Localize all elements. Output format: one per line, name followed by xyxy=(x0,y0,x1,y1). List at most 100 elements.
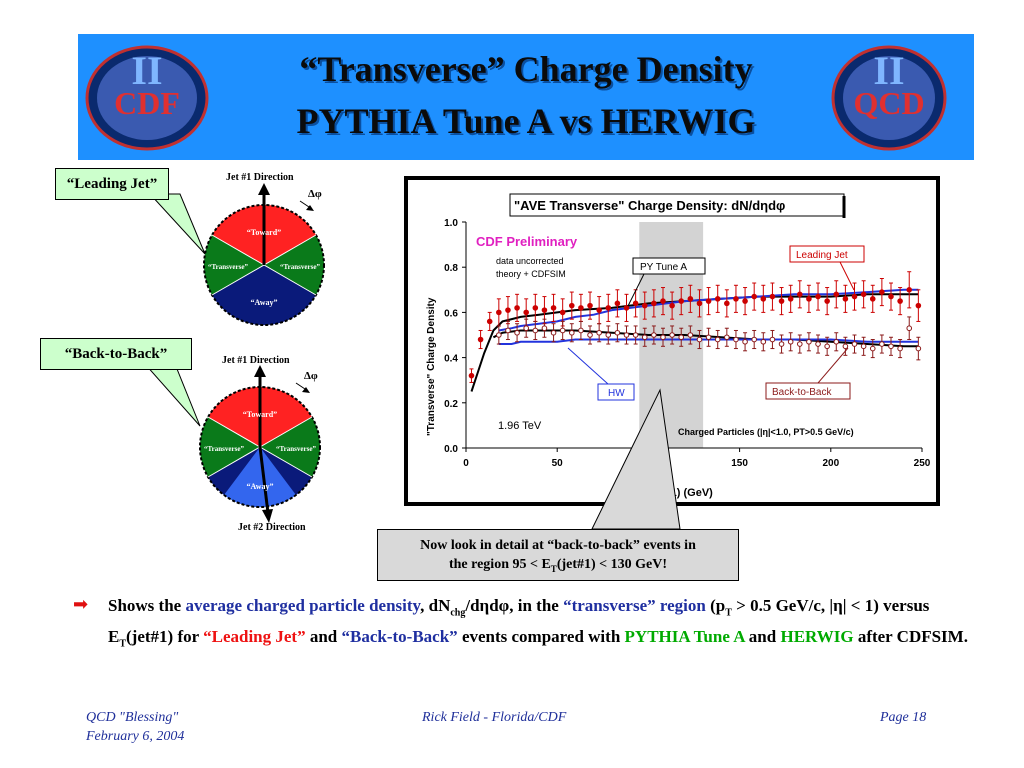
away-highlight-b2b xyxy=(224,447,296,507)
y-tick-label: 0.4 xyxy=(444,354,458,365)
leading-jet-point xyxy=(742,298,748,304)
roman-numeral-left: II xyxy=(131,48,162,93)
roman-numeral-right: II xyxy=(873,48,904,93)
footer-left-2: February 6, 2004 xyxy=(86,729,185,744)
leading-jet-point xyxy=(514,305,520,311)
back-to-back-point xyxy=(897,345,903,352)
back-to-back-point xyxy=(860,343,867,350)
cuts-label: Charged Particles (|η|<1.0, PT>0.5 GeV/c… xyxy=(678,427,854,437)
delta-phi-label: Δφ xyxy=(308,188,322,200)
leading-jet-point xyxy=(660,298,666,304)
leading-jet-point xyxy=(541,307,548,313)
transverse-region-left xyxy=(203,235,264,295)
away-label-b2b: “Away” xyxy=(247,482,274,491)
back-to-back-point xyxy=(796,341,803,347)
back-to-back-point xyxy=(578,327,584,334)
back-to-back-point xyxy=(632,332,639,338)
curve-hw-3 xyxy=(498,338,919,345)
leading-jet-point xyxy=(751,293,757,300)
transverse-region-left-b2b xyxy=(199,417,260,477)
leading-jet-callout: “Leading Jet” xyxy=(55,168,169,200)
leading-jet-point xyxy=(468,372,475,379)
leading-jet-point xyxy=(496,309,502,316)
leading-jet-point xyxy=(860,291,867,298)
leading-jet-point xyxy=(632,300,639,307)
leading-jet-point xyxy=(888,293,894,300)
back-to-back-point xyxy=(523,325,529,332)
back-to-back-point xyxy=(906,325,913,332)
back-to-back-point xyxy=(660,334,666,341)
back-to-back-point xyxy=(559,327,566,334)
back-to-back-point xyxy=(496,332,502,338)
back-to-back-point xyxy=(815,341,821,347)
y-tick-label: 0.8 xyxy=(444,263,458,274)
back-to-back-point xyxy=(778,341,785,347)
leading-jet-point xyxy=(769,293,776,300)
leading-jet-point xyxy=(696,300,703,307)
back-to-back-point xyxy=(651,332,657,338)
uncorrected-label: data uncorrected xyxy=(496,256,564,266)
back-to-back-point xyxy=(879,341,885,347)
logo-left-text: CDF xyxy=(114,85,180,121)
leading-jet-point xyxy=(806,296,812,302)
curve-py-tune-a-1 xyxy=(492,329,919,348)
leading-jet-point xyxy=(760,296,767,302)
note-box: Now look in detail at “back-to-back” eve… xyxy=(377,529,739,581)
back-to-back-point xyxy=(605,332,612,338)
pytune-label: PY Tune A xyxy=(640,262,687,273)
back-to-back-label-box xyxy=(765,382,851,400)
leading-jet-point xyxy=(669,302,675,309)
back-to-back-point xyxy=(869,345,876,352)
leading-jet-point xyxy=(824,298,830,304)
back-to-back-point xyxy=(888,343,894,350)
back-to-back-point xyxy=(550,329,557,336)
back-to-back-point xyxy=(532,327,539,334)
leading-jet-point xyxy=(833,291,840,298)
leading-jet-point xyxy=(906,287,913,293)
back-to-back-point xyxy=(687,332,694,338)
energy-label: 1.96 TeV xyxy=(498,420,542,432)
back-to-back-point xyxy=(724,334,730,341)
transverse-label-right-b2b: “Transverse” xyxy=(276,445,316,453)
toward-label: “Toward” xyxy=(247,228,281,237)
leading-jet-point xyxy=(559,309,566,316)
back-to-back-point xyxy=(669,332,675,338)
back-to-back-point xyxy=(541,325,548,332)
leading-jet-point xyxy=(879,289,885,295)
leading-jet-point xyxy=(915,302,922,309)
leading-jet-point xyxy=(477,336,484,343)
leading-jet-point xyxy=(486,318,493,325)
leading-jet-point xyxy=(641,302,648,309)
back-to-back-point xyxy=(641,334,648,341)
back-to-back-diagram: Δφ “Toward” “Transverse” “Transverse” “A… xyxy=(199,365,321,523)
leading-jet-point xyxy=(587,302,593,309)
leading-jet-point xyxy=(578,305,584,311)
leading-jet-diagram: Δφ “Toward” “Transverse” “Transverse” “A… xyxy=(203,183,325,326)
back-to-back-point xyxy=(751,336,757,343)
leading-jet-point xyxy=(733,296,739,302)
x-tick-label: 50 xyxy=(552,458,564,469)
leading-jet-point xyxy=(605,305,612,311)
back-to-back-point xyxy=(596,329,602,336)
back-to-back-point xyxy=(769,336,776,343)
jet1-direction-label-bottom: Jet #1 Direction xyxy=(222,355,290,366)
back-to-back-point xyxy=(587,332,593,338)
back-to-back-label: Back-to-Back xyxy=(772,387,832,398)
theory-label: theory + CDFSIM xyxy=(496,269,566,279)
back-to-back-point xyxy=(842,343,849,350)
leading-jet-point xyxy=(724,300,730,307)
bullet-text: Shows the average charged particle densi… xyxy=(108,596,968,650)
leading-jet-label: Leading Jet xyxy=(796,250,848,261)
leading-jet-point xyxy=(778,298,785,304)
back-to-back-callout-label: “Back-to-Back” xyxy=(64,346,168,362)
x-tick-label: 250 xyxy=(914,458,931,469)
leading-jet-point xyxy=(897,298,903,304)
back-to-back-point xyxy=(787,338,794,345)
leading-jet-point xyxy=(614,300,621,307)
leading-jet-point xyxy=(623,305,630,311)
transverse-label-left-b2b: “Transverse” xyxy=(204,445,244,453)
back-to-back-point xyxy=(851,341,858,347)
leading-jet-point xyxy=(714,296,721,302)
y-tick-label: 0.0 xyxy=(444,444,458,455)
leading-jet-point xyxy=(651,300,657,307)
